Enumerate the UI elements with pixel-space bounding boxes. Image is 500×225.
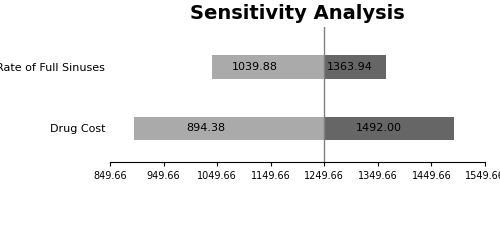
Title: Sensitivity Analysis: Sensitivity Analysis — [190, 4, 405, 23]
Bar — [324, 55, 386, 79]
Bar — [324, 117, 454, 140]
Bar — [212, 55, 324, 79]
Legend: High, Low: High, Low — [246, 221, 348, 225]
Text: 1363.94: 1363.94 — [327, 62, 373, 72]
Text: 1039.88: 1039.88 — [232, 62, 278, 72]
Text: 894.38: 894.38 — [186, 123, 226, 133]
Text: 1492.00: 1492.00 — [356, 123, 402, 133]
Bar — [134, 117, 324, 140]
